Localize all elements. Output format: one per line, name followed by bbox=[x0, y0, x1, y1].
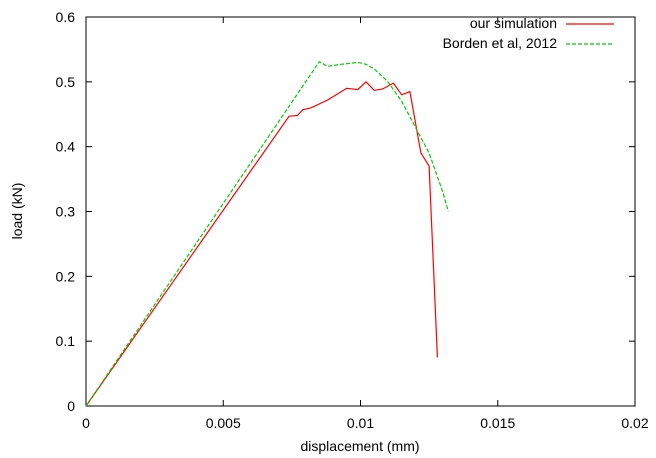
y-axis-title: load (kN) bbox=[9, 183, 25, 240]
series-layer bbox=[85, 61, 449, 407]
y-tick-label: 0.2 bbox=[56, 268, 76, 284]
series-line-our-simulation bbox=[85, 81, 438, 407]
axis-ticks bbox=[85, 16, 636, 407]
y-tick-label: 0.4 bbox=[56, 139, 76, 155]
x-axis-title: displacement (mm) bbox=[300, 438, 419, 454]
tick-labels: 0 0.005 0.01 0.015 0.02 0 0.1 0.2 0.3 0.4 0.5 0.6 bbox=[56, 9, 649, 431]
y-tick-label: 0.3 bbox=[56, 204, 76, 220]
y-tick-label: 0 bbox=[67, 398, 75, 414]
x-tick-label: 0 bbox=[82, 415, 90, 431]
legend: our simulation Borden et al, 2012 bbox=[443, 15, 614, 51]
y-tick-label: 0.1 bbox=[56, 333, 76, 349]
x-tick-label: 0.015 bbox=[480, 415, 515, 431]
x-tick-label: 0.005 bbox=[206, 415, 241, 431]
x-tick-label: 0.02 bbox=[621, 415, 648, 431]
legend-label-our-simulation: our simulation bbox=[470, 15, 557, 31]
series-line-borden bbox=[85, 61, 449, 407]
y-tick-label: 0.6 bbox=[56, 9, 76, 25]
legend-label-borden: Borden et al, 2012 bbox=[443, 35, 558, 51]
y-tick-label: 0.5 bbox=[56, 74, 76, 90]
x-tick-label: 0.01 bbox=[347, 415, 374, 431]
plot-frame bbox=[85, 16, 636, 407]
